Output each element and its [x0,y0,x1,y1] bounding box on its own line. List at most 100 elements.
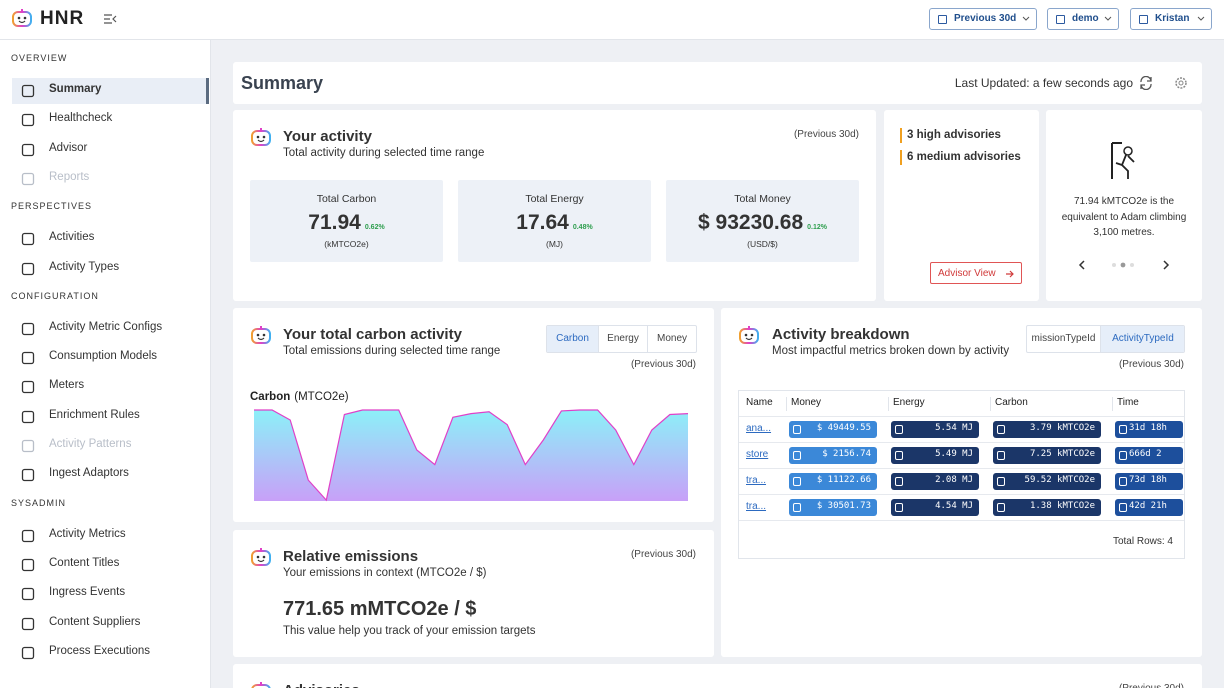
badge-icon [1119,451,1127,460]
value-badge: 42d 21h [1115,499,1183,516]
stat-label: Total Energy [525,193,584,205]
chart-title: Carbon [250,391,291,403]
badge-text: $ 2156.74 [822,449,871,459]
nav-item[interactable]: Summary [49,83,102,95]
logo-text: HNR [40,8,85,29]
header-button[interactable]: demo [1047,8,1119,30]
nav-icon [21,588,35,601]
name-link[interactable]: tra... [746,501,767,512]
badge-text: 5.49 MJ [935,449,973,459]
button-icon [938,15,947,24]
value-badge: 3.79 kMTCO2e [993,421,1101,438]
top-bar [0,0,1224,40]
stat-change: 0.12% [807,223,827,231]
header-button[interactable]: Previous 30d [929,8,1037,30]
advisor-button[interactable]: Advisor View [930,262,1022,284]
section-title: SYSADMIN [11,497,67,508]
value-badge: 2.08 MJ [891,473,979,490]
badge-text: $ 49449.55 [816,423,871,433]
badge-icon [997,425,1005,434]
button-icon [1139,15,1148,24]
card-subtitle: Your emissions in context (MTCO2e / $) [283,567,487,579]
nav-item[interactable]: Activity Types [49,260,120,273]
nav-item[interactable]: Ingress Events [49,586,126,599]
nav-item: Reports [49,170,90,183]
advisories-card [233,664,1202,688]
value-badge: $ 2156.74 [789,447,877,464]
badge-icon [1119,503,1127,512]
period: (Previous 30d) [1118,359,1184,370]
prev-button [1078,260,1085,270]
stat-row: $ 93230.68 0.12% [666,210,859,236]
badge-text: 2.08 MJ [935,475,973,485]
summary-card [233,62,1202,104]
equivalent-text: 71.94 kMTCO2e is the equivalent to Adam … [1061,196,1187,238]
button-label: Advisor View [938,268,996,279]
nav-icon [21,172,35,186]
nav-item[interactable]: Process Executions [49,644,150,657]
tab[interactable]: ActivityTypeId [1100,326,1184,352]
tab-group: Carbon Energy Money [546,325,697,353]
equivalent-card [1046,110,1202,301]
nav-icon [21,114,35,127]
climber-icon [1111,142,1135,179]
card-subtitle: Most impactful metrics broken down by ac… [772,345,1010,357]
period: (Previous 30d) [630,359,696,370]
nav-icon [21,84,35,98]
badge-text: 42d 21h [1129,501,1167,511]
section-title: CONFIGURATION [11,290,99,301]
section-title: OVERVIEW [11,53,68,63]
nav-item[interactable]: Content Suppliers [49,615,141,628]
nav-item[interactable]: Activities [49,231,95,244]
badge-icon [895,477,903,486]
last-updated: Last Updated: a few seconds ago [954,76,1133,90]
nav-item[interactable]: Activity Metrics [49,527,126,540]
nav-item[interactable]: Enrichment Rules [49,408,140,421]
badge-text: 3.79 kMTCO2e [1029,423,1095,433]
nav-icon [21,646,35,659]
name-link[interactable]: store [746,449,769,460]
tab[interactable]: Money [647,326,696,352]
badge-icon [793,477,801,486]
robot-icon [251,326,271,344]
table-header: Time [1112,397,1182,411]
stat-change: 0.48% [572,223,593,231]
nav-item[interactable]: Healthcheck [49,112,113,125]
name-link[interactable]: ana... [746,423,772,434]
tab[interactable]: missionTypeId [1031,333,1096,344]
active-item-bg [12,78,208,104]
area [254,410,688,501]
nav-item[interactable]: Advisor [49,141,88,154]
advisory-bar [900,128,902,143]
refresh-icon [1140,76,1152,90]
period: (Previous 30d) [1085,683,1184,688]
name-link[interactable]: tra... [746,475,767,486]
robot-icon [12,9,32,27]
nav-icon [21,351,35,365]
button-label: demo [1072,13,1099,24]
nav-item[interactable]: Meters [49,379,85,392]
badge-text: 5.54 MJ [935,423,973,433]
stat-box: Total Carbon 71.94 0.62% (kMTCO2e) [250,180,443,262]
nav-item[interactable]: Activity Metric Configs [49,320,163,333]
badge-icon [793,451,801,460]
button-icon [1056,15,1065,24]
nav-item[interactable]: Ingest Adaptors [49,467,129,480]
nav-icon [21,322,35,335]
stat-value: $ 93230.68 [698,211,804,234]
stat-value: 71.94 [308,211,361,234]
chart-unit: (MTCO2e) [294,391,349,403]
value-badge: 5.54 MJ [891,421,979,438]
value-badge: 59.52 kMTCO2e [993,473,1101,490]
tab[interactable]: Carbon [547,326,598,352]
table-header: Name [746,397,773,408]
nav-item[interactable]: Consumption Models [49,350,158,363]
table-header: Carbon [990,397,1110,411]
nav-item[interactable]: Content Titles [49,556,120,569]
relative-value: 771.65 mMTCO2e / $ [283,598,477,620]
tab[interactable]: Energy [598,326,647,352]
card-subtitle: Total emissions during selected time ran… [283,345,501,357]
header-button[interactable]: Kristan [1130,8,1212,30]
stat-box: Total Money $ 93230.68 0.12% (USD/$) [666,180,859,262]
badge-icon [793,425,801,434]
